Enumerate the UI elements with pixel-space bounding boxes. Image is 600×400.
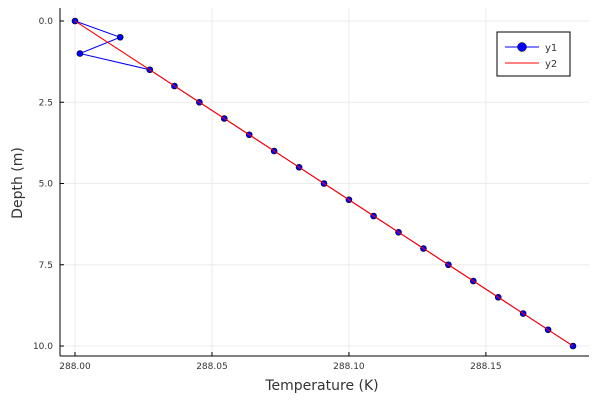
y-tick-label: 5.0 <box>39 180 54 190</box>
data-point-y1 <box>116 33 124 41</box>
legend-marker-y1 <box>517 42 527 52</box>
x-tick-label: 288.00 <box>59 362 91 372</box>
series-layer <box>71 17 577 350</box>
legend-label-y1: y1 <box>545 43 557 54</box>
legend-label-y2: y2 <box>545 59 557 70</box>
data-point-y1 <box>76 50 84 57</box>
x-axis-title: Temperature (K) <box>264 378 378 394</box>
x-tick-label: 288.15 <box>470 362 502 372</box>
y-tick-label: 0.0 <box>39 17 54 27</box>
x-tick-labels: 288.00 288.05 288.10 288.15 <box>59 362 501 372</box>
series-line-overlay-y2 <box>74 20 574 347</box>
y-tick-label: 2.5 <box>39 98 53 108</box>
legend-box <box>496 31 571 77</box>
axes <box>59 8 589 357</box>
y-tick-label: 10.0 <box>33 342 53 352</box>
y-tick-labels: 0.0 2.5 5.0 7.5 10.0 <box>33 17 53 352</box>
y-axis-title: Depth (m) <box>10 147 26 219</box>
x-tick-label: 288.10 <box>333 362 365 372</box>
y-tick-label: 7.5 <box>39 261 53 271</box>
x-tick-label: 288.05 <box>196 362 228 372</box>
legend: y1 y2 <box>496 31 571 77</box>
